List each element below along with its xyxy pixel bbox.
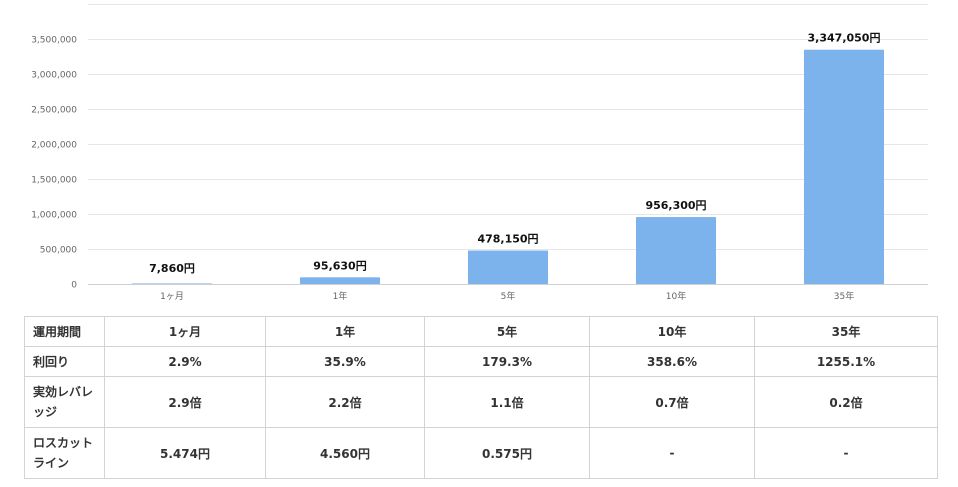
bar-chart: 0 500,000 1,000,000 1,500,000 2,000,000 2,500…: [31, 4, 928, 302]
table-cell: -: [754, 427, 938, 479]
y-tick-label: 500,000: [40, 246, 77, 256]
data-label: 7,860円: [149, 262, 195, 275]
x-tick-label: 1ヶ月: [160, 291, 184, 302]
x-tick-label: 10年: [666, 290, 686, 302]
y-tick-label: 2,500,000: [31, 106, 77, 116]
row-label: 実効レバレッジ: [24, 376, 105, 428]
table-cell: 179.3%: [424, 346, 590, 377]
data-label: 95,630円: [313, 259, 366, 272]
y-tick-label: 1,000,000: [31, 211, 77, 221]
table-header-row: 運用期間 1ヶ月 1年 5年 10年 35年: [24, 316, 938, 347]
row-label: ロスカットライン: [24, 427, 105, 479]
y-tick-label: 0: [71, 281, 77, 291]
x-tick-label: 35年: [834, 290, 854, 302]
header-cell-period: 運用期間: [24, 316, 105, 347]
y-tick-label: 1,500,000: [31, 176, 77, 186]
header-cell: 35年: [754, 316, 938, 347]
table-cell: 1255.1%: [754, 346, 938, 377]
bar-4: [804, 49, 884, 285]
header-cell: 1ヶ月: [104, 316, 266, 347]
table-row-losscut: ロスカットライン 5.474円 4.560円 0.575円 - -: [24, 427, 938, 479]
table-cell: -: [589, 427, 755, 479]
table-cell: 0.7倍: [589, 376, 755, 428]
table-row-yield: 利回り 2.9% 35.9% 179.3% 358.6% 1255.1%: [24, 346, 938, 377]
table-cell: 1.1倍: [424, 376, 590, 428]
data-table: 運用期間 1ヶ月 1年 5年 10年 35年 利回り 2.9% 35.9% 17…: [24, 316, 938, 479]
y-tick-label: 3,500,000: [31, 36, 77, 46]
x-tick-label: 5年: [501, 290, 516, 302]
bar-1: [300, 277, 380, 284]
table-cell: 2.2倍: [265, 376, 425, 428]
data-label: 956,300円: [645, 199, 706, 212]
table-row-leverage: 実効レバレッジ 2.9倍 2.2倍 1.1倍 0.7倍 0.2倍: [24, 376, 938, 428]
data-label: 478,150円: [477, 233, 538, 246]
bar-0: [132, 283, 212, 284]
data-label: 3,347,050円: [808, 32, 881, 45]
y-tick-label: 2,000,000: [31, 141, 77, 151]
table-cell: 5.474円: [104, 427, 266, 479]
table-cell: 0.2倍: [754, 376, 938, 428]
table-cell: 358.6%: [589, 346, 755, 377]
table-cell: 4.560円: [265, 427, 425, 479]
table-cell: 2.9倍: [104, 376, 266, 428]
table-cell: 2.9%: [104, 346, 266, 377]
bar-3: [636, 217, 716, 284]
row-label: 利回り: [24, 346, 105, 377]
table-cell: 35.9%: [265, 346, 425, 377]
x-tick-label: 1年: [333, 290, 348, 302]
header-cell: 5年: [424, 316, 590, 347]
bar-2: [468, 250, 548, 284]
header-cell: 1年: [265, 316, 425, 347]
header-cell: 10年: [589, 316, 755, 347]
table-cell: 0.575円: [424, 427, 590, 479]
y-tick-label: 3,000,000: [31, 71, 77, 81]
